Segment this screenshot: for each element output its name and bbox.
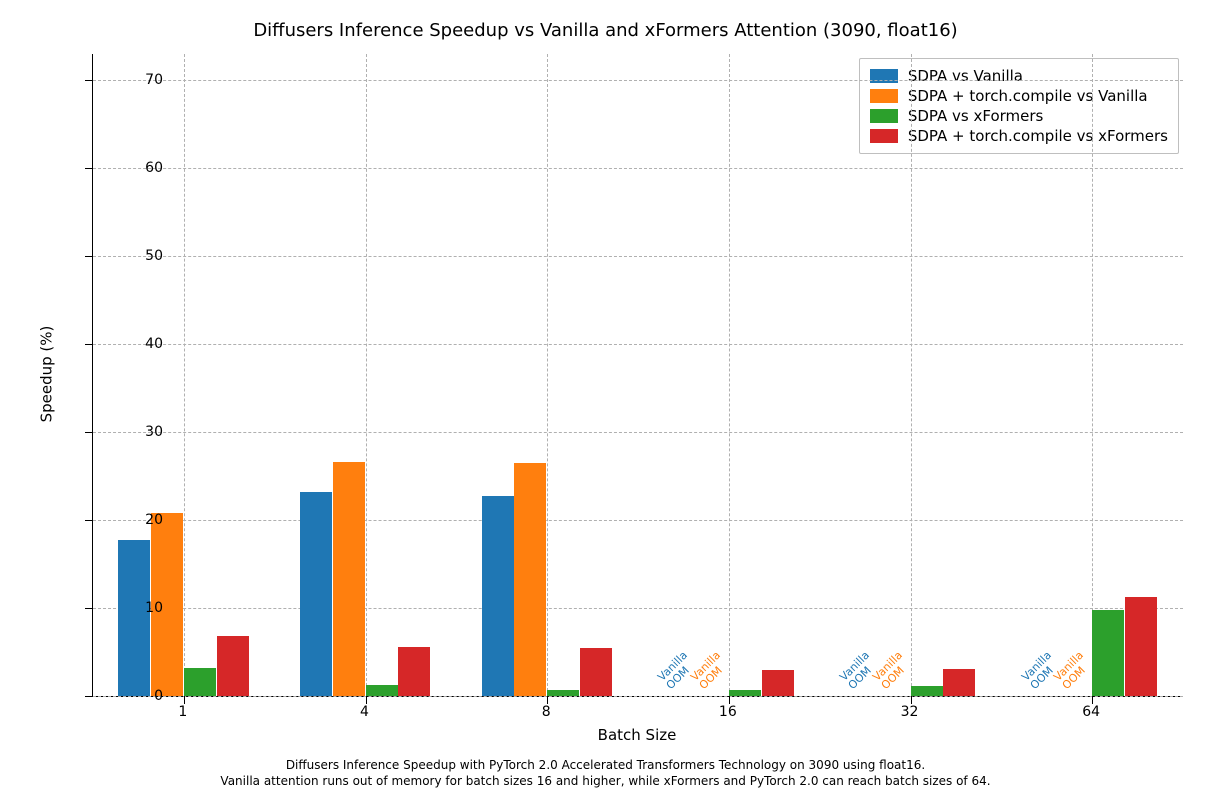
plot-area: SDPA vs Vanilla SDPA + torch.compile vs V…: [92, 54, 1183, 697]
y-tick: [85, 344, 93, 345]
y-axis-title: Speedup (%): [37, 326, 55, 423]
grid-line: [911, 54, 912, 696]
grid-line: [93, 168, 1183, 169]
legend-label: SDPA vs Vanilla: [908, 67, 1023, 85]
legend-item: SDPA vs Vanilla: [870, 67, 1168, 85]
legend-item: SDPA vs xFormers: [870, 107, 1168, 125]
bar: [184, 668, 216, 696]
bar: [398, 647, 430, 696]
grid-line: [729, 54, 730, 696]
oom-label: VanillaOOM: [1052, 649, 1095, 692]
x-tick: [366, 696, 367, 704]
x-tick: [729, 696, 730, 704]
grid-line: [93, 696, 1183, 697]
y-tick-label: 60: [103, 160, 163, 176]
x-tick-label: 1: [178, 704, 187, 720]
grid-line: [1092, 54, 1093, 696]
grid-line: [93, 520, 1183, 521]
x-tick-label: 32: [901, 704, 919, 720]
x-tick: [184, 696, 185, 704]
x-tick: [911, 696, 912, 704]
bar: [366, 685, 398, 696]
bar: [729, 690, 761, 696]
chart-title: Diffusers Inference Speedup vs Vanilla a…: [20, 20, 1191, 41]
bar: [514, 463, 546, 696]
grid-line: [93, 432, 1183, 433]
y-tick: [85, 168, 93, 169]
chart-container: Diffusers Inference Speedup vs Vanilla a…: [20, 20, 1191, 791]
bar: [300, 492, 332, 696]
grid-line: [366, 54, 367, 696]
bar: [911, 686, 943, 696]
oom-label: VanillaOOM: [871, 649, 914, 692]
y-tick: [85, 432, 93, 433]
x-tick: [1092, 696, 1093, 704]
x-tick: [547, 696, 548, 704]
legend-item: SDPA + torch.compile vs xFormers: [870, 127, 1168, 145]
grid-line: [184, 54, 185, 696]
y-tick-label: 10: [103, 600, 163, 616]
legend-swatch: [870, 89, 898, 103]
legend-label: SDPA vs xFormers: [908, 107, 1044, 125]
legend: SDPA vs Vanilla SDPA + torch.compile vs V…: [859, 58, 1179, 154]
bar: [118, 540, 150, 696]
x-tick-label: 4: [360, 704, 369, 720]
y-tick-label: 0: [103, 688, 163, 704]
y-tick: [85, 520, 93, 521]
legend-swatch: [870, 109, 898, 123]
grid-line: [547, 54, 548, 696]
bar: [547, 690, 579, 696]
oom-label: VanillaOOM: [689, 649, 732, 692]
y-tick: [85, 80, 93, 81]
bar: [1092, 610, 1124, 696]
legend-item: SDPA + torch.compile vs Vanilla: [870, 87, 1168, 105]
x-axis-title: Batch Size: [598, 726, 677, 744]
y-tick-label: 70: [103, 72, 163, 88]
grid-line: [93, 80, 1183, 81]
legend-label: SDPA + torch.compile vs Vanilla: [908, 87, 1148, 105]
x-tick-label: 8: [542, 704, 551, 720]
legend-label: SDPA + torch.compile vs xFormers: [908, 127, 1168, 145]
bar: [482, 496, 514, 697]
y-tick-label: 20: [103, 512, 163, 528]
bar: [1125, 597, 1157, 696]
x-tick-label: 64: [1082, 704, 1100, 720]
bar: [762, 670, 794, 696]
grid-line: [93, 344, 1183, 345]
bar: [943, 669, 975, 696]
y-tick-label: 50: [103, 248, 163, 264]
grid-line: [93, 608, 1183, 609]
bar: [217, 636, 249, 696]
y-tick: [85, 608, 93, 609]
bar: [580, 648, 612, 696]
caption-line-1: Diffusers Inference Speedup with PyTorch…: [20, 758, 1191, 774]
legend-swatch: [870, 129, 898, 143]
bar: [333, 462, 365, 696]
x-tick-label: 16: [719, 704, 737, 720]
y-tick-label: 40: [103, 336, 163, 352]
grid-line: [93, 256, 1183, 257]
y-tick: [85, 696, 93, 697]
y-tick: [85, 256, 93, 257]
y-tick-label: 30: [103, 424, 163, 440]
caption-line-2: Vanilla attention runs out of memory for…: [20, 774, 1191, 790]
